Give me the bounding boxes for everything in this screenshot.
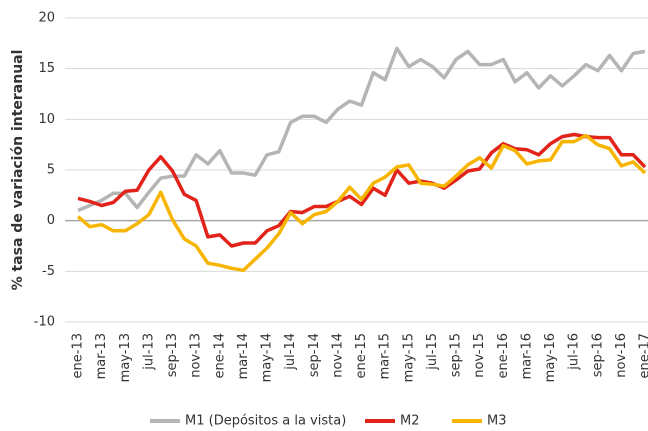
x-tick-label: ene-16 [496, 333, 511, 378]
x-tick-label: may-16 [543, 333, 558, 382]
x-tick-label: jul-14 [283, 333, 298, 371]
y-tick-label: 15 [38, 61, 55, 76]
x-tick-label: ene-14 [212, 333, 227, 378]
series-line [77, 132, 647, 248]
y-tick-label: 5 [47, 163, 55, 178]
y-tick-label: 10 [38, 112, 55, 127]
y-tick-label: 20 [38, 11, 55, 26]
x-tick-label: jul-15 [425, 333, 440, 371]
series-line [76, 133, 647, 273]
x-tick-label: jul-13 [141, 333, 156, 371]
x-tick-label: mar-15 [378, 333, 393, 379]
x-tick-label: mar-16 [519, 333, 534, 379]
x-tick-label: may-15 [401, 333, 416, 382]
y-tick-label: -10 [34, 315, 55, 330]
x-tick-label: nov-15 [472, 333, 487, 378]
x-tick-label: ene-17 [638, 333, 648, 378]
x-tick-label: nov-16 [614, 333, 629, 378]
x-tick-label: mar-13 [94, 333, 109, 379]
series-line [77, 46, 646, 213]
x-tick-label: sep-14 [307, 333, 322, 377]
y-axis-title: % tasa de variación interanual [10, 50, 26, 291]
y-tick-label: -5 [42, 264, 55, 279]
x-tick-label: sep-16 [590, 333, 605, 377]
legend-label: M3 [487, 414, 507, 429]
y-tick-label: 0 [47, 213, 55, 228]
x-tick-label: may-14 [260, 333, 275, 382]
x-tick-label: mar-14 [236, 333, 251, 379]
legend-label: M2 [400, 414, 420, 429]
x-tick-label: sep-15 [449, 333, 464, 377]
x-tick-label: may-13 [118, 333, 133, 382]
x-tick-label: sep-13 [165, 333, 180, 377]
legend-label: M1 (Depósitos a la vista) [185, 414, 346, 429]
x-tick-label: nov-14 [330, 333, 345, 378]
x-tick-label: nov-13 [189, 333, 204, 378]
x-tick-label: jul-16 [567, 333, 582, 371]
x-tick-label: ene-13 [71, 333, 86, 378]
x-tick-label: ene-15 [354, 333, 369, 378]
